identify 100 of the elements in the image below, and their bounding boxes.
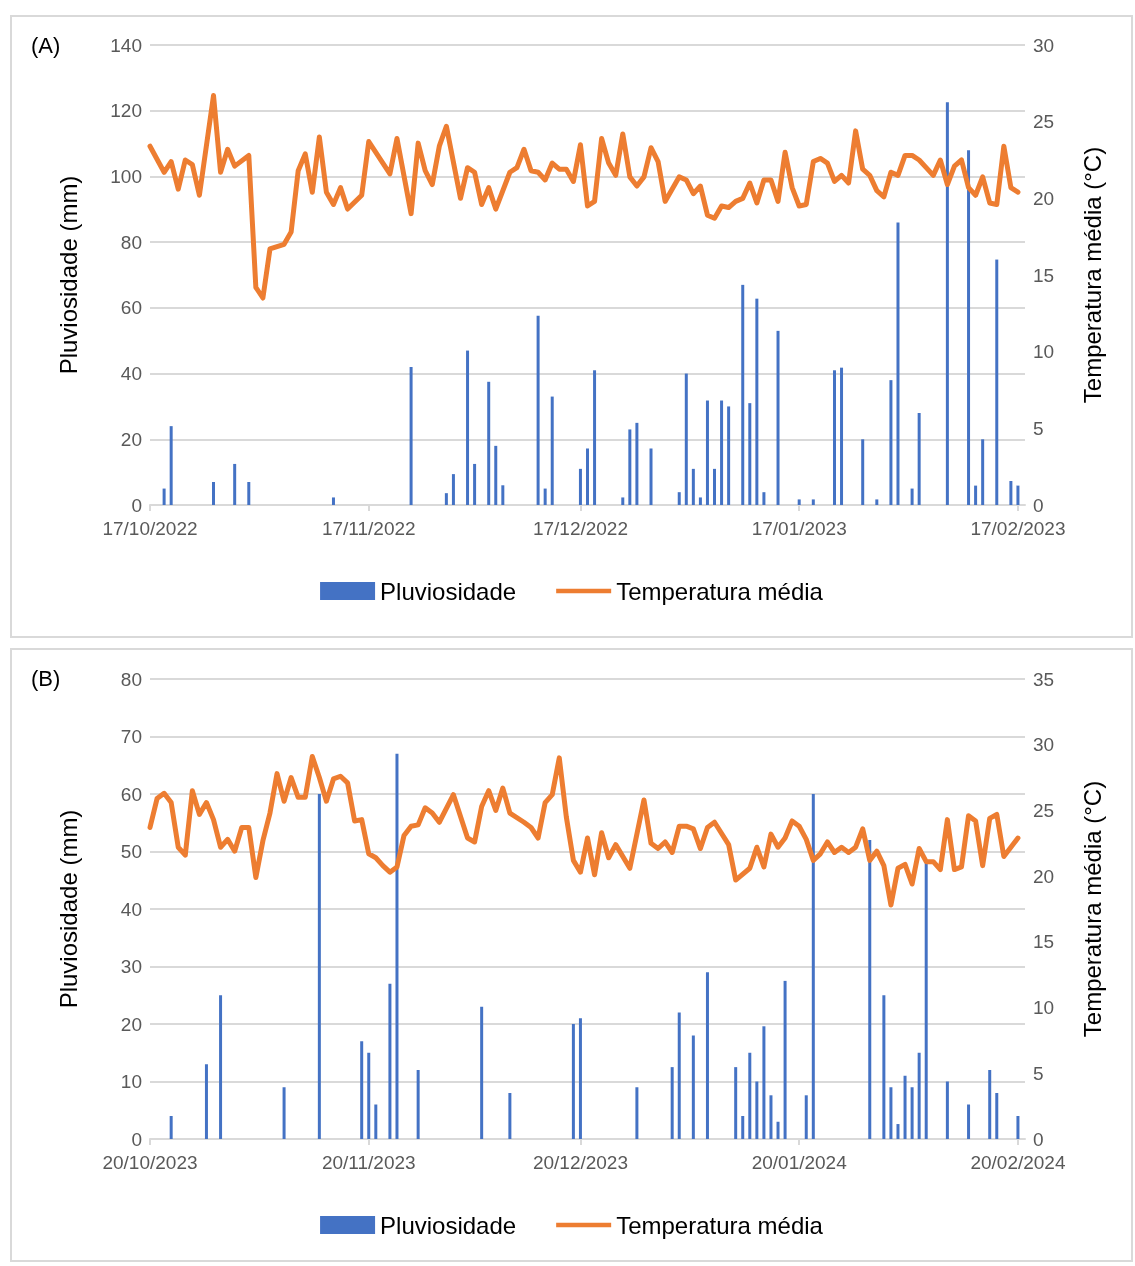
bar	[691, 1035, 695, 1139]
bar	[896, 222, 900, 505]
bar	[360, 1041, 364, 1139]
bar	[466, 350, 470, 505]
bar	[578, 1018, 582, 1139]
bar	[776, 1121, 780, 1139]
bar	[967, 1104, 971, 1139]
bar	[945, 102, 949, 505]
y-tick-label: 50	[120, 841, 142, 862]
y-tick-label: 100	[110, 165, 142, 187]
bar	[649, 448, 653, 505]
bar	[233, 463, 237, 505]
bar	[910, 488, 914, 505]
y2-tick-label: 10	[1033, 341, 1055, 363]
bar	[783, 980, 787, 1139]
y-axis-title: Pluviosidade (mm)	[54, 809, 82, 1009]
y2-tick-label: 35	[1033, 668, 1055, 690]
bar	[571, 1024, 575, 1139]
bar	[374, 1104, 378, 1139]
y-tick-label: 120	[110, 100, 142, 122]
bar	[212, 482, 216, 505]
y2-tick-label: 0	[1033, 494, 1044, 516]
bar	[727, 406, 731, 505]
y2-axis-title: Temperatura média (°C)	[1078, 780, 1106, 1038]
bar	[282, 1087, 286, 1139]
y2-tick-label: 10	[1033, 997, 1055, 1019]
bar	[670, 1067, 674, 1139]
bar	[593, 370, 597, 505]
bar	[1016, 1116, 1020, 1139]
bar	[967, 150, 971, 505]
bar	[811, 499, 815, 505]
y-tick-label: 70	[120, 726, 142, 747]
bar	[684, 373, 688, 505]
legend-label: Temperatura média	[616, 1211, 824, 1239]
bar	[1009, 481, 1013, 505]
y-tick-label: 140	[110, 34, 142, 56]
bar	[169, 426, 173, 505]
y2-tick-label: 0	[1033, 1128, 1044, 1150]
x-tick-label: 20/02/2024	[970, 1152, 1066, 1173]
y2-tick-label: 30	[1033, 34, 1055, 56]
y-tick-label: 80	[120, 668, 142, 690]
y2-tick-label: 25	[1033, 799, 1055, 821]
bar	[797, 499, 801, 505]
bar	[995, 259, 999, 505]
bar	[543, 488, 547, 505]
bar	[755, 1081, 759, 1139]
bar	[635, 1087, 639, 1139]
bar	[508, 1093, 512, 1139]
bar	[832, 370, 836, 505]
y2-tick-label: 20	[1033, 865, 1055, 887]
bar	[388, 983, 392, 1139]
bar	[882, 995, 886, 1139]
bar	[811, 794, 815, 1139]
bar	[875, 499, 879, 505]
y-tick-label: 10	[120, 1071, 142, 1092]
x-tick-label: 20/01/2024	[751, 1152, 848, 1173]
y2-tick-label: 15	[1033, 931, 1055, 953]
bar	[896, 1124, 900, 1139]
bar	[734, 1067, 738, 1139]
y-tick-label: 20	[120, 1013, 142, 1035]
legend-label: Pluviosidade	[380, 577, 517, 605]
chart-title: (B)	[31, 665, 61, 691]
bar	[451, 474, 455, 505]
bar	[945, 1081, 949, 1139]
bar	[204, 1064, 208, 1139]
bar	[917, 1052, 921, 1139]
y-tick-label: 60	[120, 297, 142, 319]
bar	[861, 439, 865, 505]
y-tick-label: 30	[120, 956, 142, 977]
bar	[762, 1026, 766, 1139]
bar	[698, 497, 702, 505]
bar	[409, 367, 413, 505]
bar	[162, 488, 166, 505]
bar	[840, 367, 844, 505]
bar	[889, 380, 893, 505]
bar	[705, 972, 709, 1139]
bar	[677, 492, 681, 505]
chart-title: (A)	[31, 32, 61, 58]
y-tick-label: 0	[131, 494, 142, 516]
bar	[586, 448, 589, 505]
bar	[917, 413, 921, 505]
bar	[981, 439, 985, 505]
bar	[247, 482, 251, 505]
bar	[536, 315, 540, 505]
y-tick-label: 20	[120, 428, 142, 450]
y-tick-label: 40	[120, 363, 142, 385]
bar	[628, 429, 632, 505]
bar	[317, 794, 321, 1139]
bar	[804, 1095, 808, 1139]
bar	[494, 445, 498, 505]
bar	[762, 492, 766, 505]
bar	[621, 497, 625, 505]
bar	[889, 1087, 893, 1139]
bar	[910, 1087, 914, 1139]
bar	[473, 463, 477, 505]
bar	[995, 1093, 999, 1139]
bar	[691, 468, 695, 505]
y2-tick-label: 20	[1033, 187, 1055, 209]
bar	[974, 485, 978, 505]
y2-tick-label: 25	[1033, 111, 1055, 133]
